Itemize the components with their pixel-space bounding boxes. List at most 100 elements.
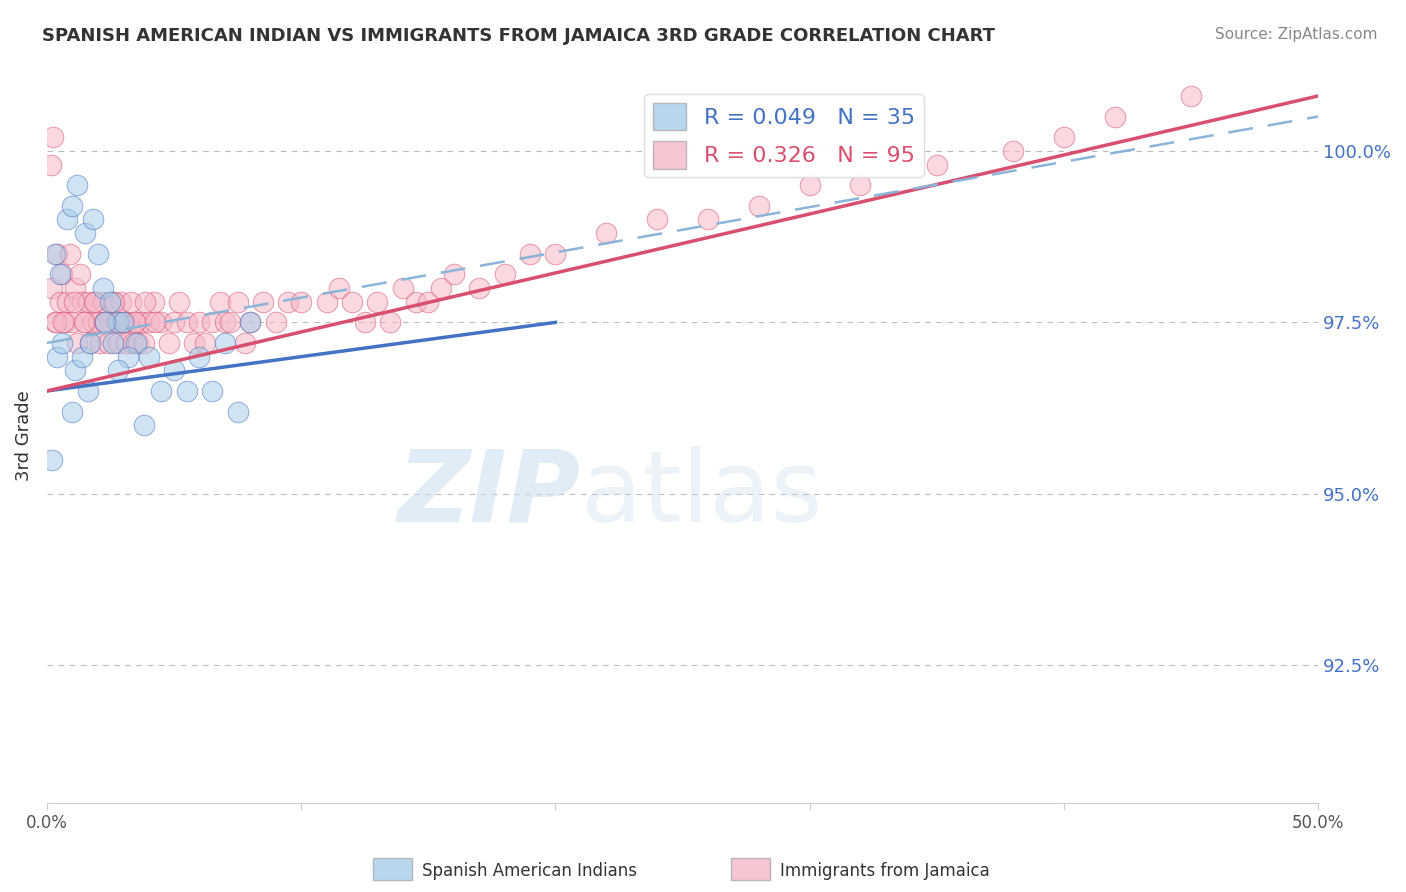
Point [239, 315, 262, 329]
Point [1053, 130, 1076, 145]
Point [125, 315, 148, 329]
Point [233, 335, 256, 350]
Point [188, 350, 211, 364]
Point [340, 294, 363, 309]
Point [66, 335, 89, 350]
Point [163, 315, 186, 329]
Point [150, 384, 173, 398]
Point [69, 268, 91, 282]
Point [63, 281, 86, 295]
Point [353, 315, 375, 329]
Text: SPANISH AMERICAN INDIAN VS IMMIGRANTS FROM JAMAICA 3RD GRADE CORRELATION CHART: SPANISH AMERICAN INDIAN VS IMMIGRANTS FR… [42, 27, 995, 45]
Point [214, 335, 236, 350]
Point [73, 315, 96, 329]
Point [42, 130, 65, 145]
Point [91, 294, 114, 309]
Point [519, 246, 541, 260]
Point [51, 268, 73, 282]
Point [226, 294, 249, 309]
Point [56, 294, 79, 309]
Point [104, 315, 127, 329]
Point [100, 294, 122, 309]
Point [97, 335, 120, 350]
Point [107, 363, 129, 377]
Point [1180, 89, 1202, 103]
Point [56, 212, 79, 227]
Point [193, 335, 215, 350]
Point [494, 268, 516, 282]
Point [208, 294, 231, 309]
Point [176, 384, 198, 398]
Point [142, 294, 165, 309]
Point [430, 281, 453, 295]
Point [1002, 144, 1025, 158]
Text: ZIP: ZIP [398, 446, 581, 543]
Point [76, 294, 98, 309]
Y-axis label: 3rd Grade: 3rd Grade [15, 390, 32, 481]
Point [167, 294, 190, 309]
Point [925, 157, 948, 171]
Point [378, 315, 401, 329]
Point [82, 212, 104, 227]
Point [114, 315, 136, 329]
Point [214, 315, 236, 329]
Point [79, 335, 101, 350]
Point [51, 335, 73, 350]
Point [595, 226, 617, 240]
Point [405, 294, 427, 309]
Point [76, 384, 98, 398]
Point [697, 212, 720, 227]
Point [127, 335, 149, 350]
Point [748, 199, 770, 213]
Point [150, 315, 173, 329]
Point [239, 315, 262, 329]
Point [132, 335, 155, 350]
Point [44, 315, 66, 329]
Point [120, 294, 142, 309]
Point [110, 294, 132, 309]
Point [91, 281, 114, 295]
Point [94, 315, 117, 329]
Point [39, 157, 62, 171]
Point [59, 246, 82, 260]
Point [188, 315, 211, 329]
Point [117, 315, 139, 329]
Point [41, 281, 63, 295]
Point [176, 315, 198, 329]
Point [219, 315, 242, 329]
Point [112, 315, 135, 329]
Point [100, 315, 122, 329]
Point [60, 404, 83, 418]
Point [645, 212, 668, 227]
Point [129, 315, 152, 329]
Point [93, 315, 115, 329]
Point [89, 335, 111, 350]
Point [134, 294, 156, 309]
Point [60, 199, 83, 213]
Point [103, 294, 125, 309]
Point [125, 335, 148, 350]
Point [277, 294, 299, 309]
Point [72, 350, 94, 364]
Point [264, 315, 287, 329]
Point [252, 294, 274, 309]
Point [157, 335, 180, 350]
Point [63, 363, 86, 377]
Point [72, 294, 94, 309]
Point [101, 294, 124, 309]
Point [328, 281, 350, 295]
Point [392, 281, 415, 295]
Point [41, 452, 63, 467]
Point [53, 315, 76, 329]
Point [1104, 110, 1126, 124]
Point [124, 315, 146, 329]
Point [290, 294, 312, 309]
Point [107, 335, 129, 350]
Point [84, 294, 107, 309]
Text: Spanish American Indians: Spanish American Indians [422, 862, 637, 880]
Point [143, 315, 166, 329]
Point [46, 350, 69, 364]
Legend: R = 0.049   N = 35, R = 0.326   N = 95: R = 0.049 N = 35, R = 0.326 N = 95 [644, 95, 924, 178]
Point [79, 335, 101, 350]
Point [366, 294, 388, 309]
